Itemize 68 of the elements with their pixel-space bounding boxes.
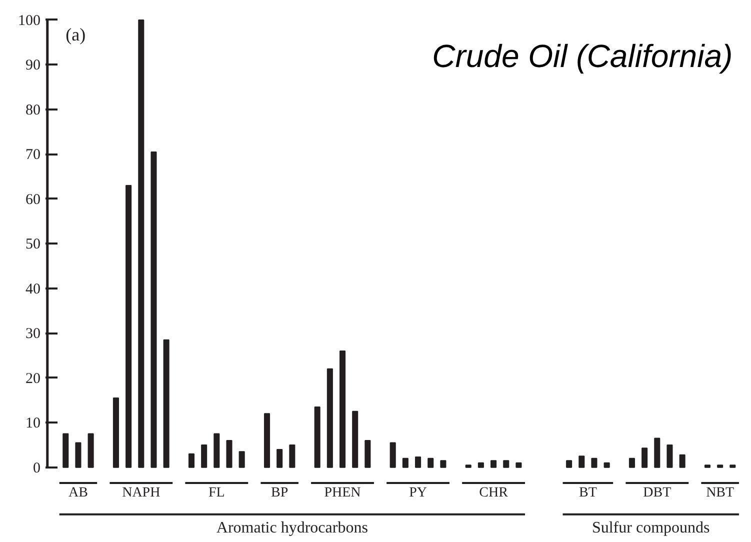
- x-tick-label: NBT: [706, 486, 735, 501]
- x-tick-label: DBT: [643, 486, 672, 501]
- bar: [138, 19, 144, 468]
- bar: [150, 151, 157, 468]
- bar: [352, 410, 358, 468]
- y-tick-label: 20: [26, 370, 40, 387]
- x-tick-label: NAPH: [122, 486, 160, 501]
- y-tick-label: 100: [18, 12, 40, 29]
- bar: [578, 456, 585, 468]
- bar: [402, 458, 408, 468]
- x-tick-label: CHR: [479, 486, 509, 501]
- bar: [440, 460, 446, 468]
- bar: [730, 464, 736, 468]
- y-tick-label: 0: [33, 460, 40, 476]
- bar: [516, 462, 522, 468]
- text: Aromatic hydrocarbons: [216, 520, 368, 537]
- x-tick-label: BT: [578, 486, 598, 501]
- bar: [591, 458, 598, 468]
- bar: [126, 185, 132, 468]
- bar: [326, 368, 333, 468]
- bar: [566, 460, 572, 468]
- bar: [214, 433, 220, 468]
- bar: [428, 458, 434, 468]
- bar: [62, 433, 69, 468]
- text: Sulfur compounds: [592, 520, 710, 537]
- bar: [503, 460, 510, 468]
- x-tick-label: FL: [208, 486, 225, 501]
- bar: [238, 451, 245, 468]
- bar: [112, 398, 119, 468]
- y-tick-label: 10: [26, 416, 40, 432]
- bar: [264, 413, 270, 468]
- bar: [654, 438, 660, 468]
- bar: [163, 339, 170, 468]
- bar: [314, 406, 320, 468]
- bar: [75, 442, 82, 468]
- text: Crude Oil (California): [432, 38, 733, 74]
- bar: [478, 462, 484, 468]
- y-tick-label: 90: [26, 58, 40, 74]
- bar: [704, 464, 711, 468]
- x-tick-label: BP: [271, 486, 288, 501]
- annotation: (a): [66, 24, 86, 44]
- bar: [289, 444, 296, 468]
- y-tick-label: 60: [26, 192, 40, 208]
- x-tick-label: AB: [68, 486, 88, 501]
- bar: [465, 464, 472, 468]
- bar: [490, 460, 497, 468]
- bar: [188, 453, 195, 468]
- bar: [201, 444, 208, 468]
- bar: [88, 433, 94, 468]
- bar: [628, 458, 635, 468]
- bar: [717, 464, 724, 468]
- x-tick-label: PY: [409, 486, 427, 501]
- y-tick-label: 80: [26, 102, 40, 118]
- y-tick-label: 30: [26, 326, 40, 342]
- bar: [226, 440, 232, 468]
- bar: [604, 462, 610, 468]
- bar: [390, 442, 396, 468]
- y-tick-label: 50: [26, 236, 40, 253]
- y-tick-label: 40: [26, 281, 40, 298]
- bar: [679, 454, 686, 468]
- bar: [415, 456, 422, 468]
- bar: [339, 350, 346, 468]
- y-tick-label: 70: [26, 147, 40, 164]
- bar: [642, 448, 648, 468]
- bar: [276, 448, 283, 468]
- x-tick-label: PHEN: [324, 486, 361, 501]
- bar: [666, 444, 673, 468]
- bar: [364, 440, 371, 468]
